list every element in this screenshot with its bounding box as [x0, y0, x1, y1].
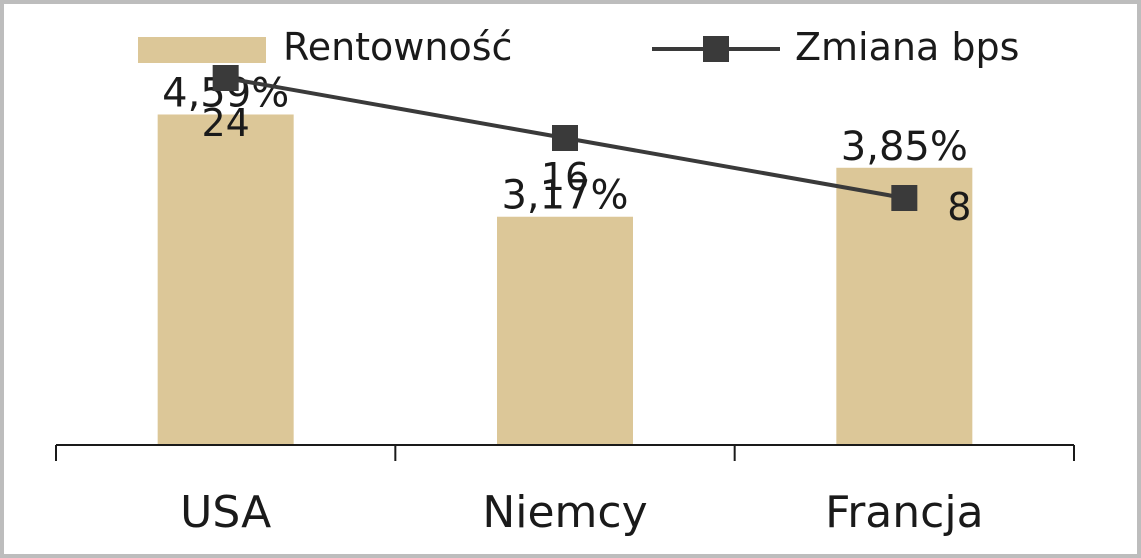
- bar-usa: [157, 114, 294, 445]
- x-tick-label-usa: USA: [180, 487, 271, 538]
- line-marker-niemcy: [552, 125, 578, 151]
- x-tick-label-francja: Francja: [825, 487, 983, 538]
- legend-label-rentownosc: Rentowność: [283, 25, 512, 69]
- legend: Rentowność Zmiana bps: [138, 25, 1019, 69]
- bar-label-niemcy: 3,17%: [501, 173, 628, 219]
- legend-marker-zmiana: [703, 36, 729, 62]
- bar-label-francja: 3,85%: [841, 124, 968, 170]
- line-label-francja: 8: [947, 185, 971, 229]
- x-axis: USA Niemcy Francja: [55, 444, 1075, 538]
- bar-series: 4,59%3,17%3,85%: [157, 70, 973, 445]
- line-marker-usa: [212, 65, 239, 91]
- legend-swatch-rentownosc: [138, 37, 266, 63]
- x-tick-label-niemcy: Niemcy: [482, 487, 647, 538]
- bar-francja: [836, 167, 973, 445]
- line-marker-francja: [891, 185, 918, 211]
- bar-niemcy: [497, 216, 633, 445]
- line-series: 24 16 8: [201, 65, 971, 229]
- legend-label-zmiana: Zmiana bps: [795, 25, 1019, 69]
- line-label-niemcy: 16: [541, 155, 589, 199]
- line-label-usa: 24: [201, 101, 249, 145]
